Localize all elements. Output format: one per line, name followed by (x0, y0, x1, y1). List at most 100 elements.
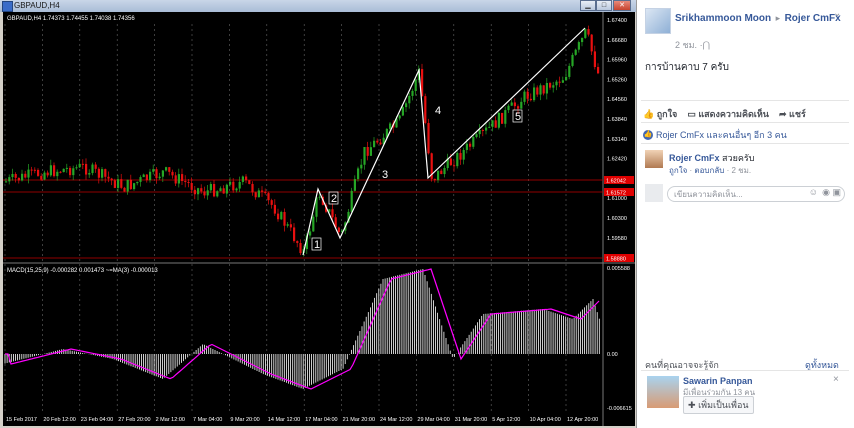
time-axis-label: 9 Mar 20:00 (230, 417, 259, 423)
candle-body (312, 216, 315, 232)
post-author-link[interactable]: Srikhammoon Moon (675, 13, 772, 24)
likes-summary[interactable]: 👍 Rojer CmFx และคนอื่นๆ อีก 3 คน (643, 130, 787, 140)
chart-header: GBPAUD,H4 1.74373 1.74455 1.74038 1.7435… (7, 16, 135, 22)
mutual-friends[interactable]: มีเพื่อนร่วมกัน 13 คน (683, 388, 756, 397)
candle-body (421, 69, 424, 97)
candle-body (129, 179, 132, 190)
candle-body (21, 173, 24, 181)
comment-time[interactable]: 2 ชม. (731, 166, 752, 175)
candle-body (437, 170, 440, 181)
wave-lines (302, 27, 586, 256)
close-button[interactable]: ✕ (613, 0, 631, 11)
candle-body (401, 107, 404, 116)
wave-labels: 1 2 3 4 5 (311, 105, 523, 251)
candle-body (571, 54, 574, 66)
price-axis-label: 1.62420 (607, 157, 627, 163)
candle-body (222, 188, 225, 194)
price-axis-label: 1.63140 (607, 137, 627, 143)
candle-body (414, 80, 417, 91)
candle-body (443, 168, 446, 175)
like-button[interactable]: 👍 ถูกใจ (643, 109, 678, 119)
sticker-icon[interactable]: ▣ (832, 187, 841, 197)
comment-author[interactable]: Rojer CmFx (669, 153, 720, 163)
candle-body (373, 140, 376, 148)
candle-body (507, 105, 510, 111)
candle-body (241, 176, 244, 182)
candle-body (277, 213, 280, 220)
window-title: GBPAUD,H4 (14, 1, 60, 10)
macd-label: MACD(15,25,9) -0.000282 0.001473 ~=MA(3)… (7, 268, 158, 274)
minimize-button[interactable]: ▁ (580, 0, 596, 11)
candle-body (133, 183, 136, 190)
macd-axis-label: 0.005588 (607, 266, 630, 272)
comment-reply-link[interactable]: ตอบกลับ (694, 166, 725, 175)
comment-avatar[interactable] (645, 150, 663, 168)
candle-body (46, 172, 49, 176)
candle-body (453, 165, 456, 167)
maximize-button[interactable]: □ (596, 0, 612, 11)
candle-body (123, 187, 126, 192)
candle-body (5, 181, 8, 183)
candle-body (395, 118, 398, 128)
like-badge-icon: 👍 (643, 130, 653, 140)
candle-body (17, 177, 20, 181)
camera-icon[interactable]: ◉ (822, 187, 830, 197)
facebook-panel: Srikhammoon Moon ▸ Rojer CmFx 2 ชม. ·⋂ ⌄… (637, 0, 854, 428)
candle-body (81, 163, 84, 165)
candle-body (520, 101, 523, 109)
time-axis-label: 27 Feb 20:00 (118, 417, 150, 423)
see-all-link[interactable]: ดูทั้งหมด (805, 360, 839, 370)
time-axis-label: 5 Apr 12:00 (492, 417, 520, 423)
candle-body (101, 169, 104, 178)
wave-label-2: 2 (331, 193, 337, 205)
wave-label-box (512, 109, 523, 123)
candle-body (555, 81, 558, 86)
comment-input[interactable]: เขียนความคิดเห็น... ☺ ◉ ▣ (667, 186, 845, 202)
candle-body (469, 143, 472, 147)
author-avatar[interactable] (645, 8, 671, 34)
candle-body (376, 140, 379, 143)
price-chart[interactable]: 1 2 3 4 5 1.67400 1.66680 1.65960 1.65260 1.6456… (3, 12, 635, 426)
candle-body (264, 191, 267, 194)
candle-body (491, 120, 494, 127)
suggested-person-name[interactable]: Sawarin Panpan (683, 376, 753, 386)
post-options-icon[interactable]: ⌄ (833, 8, 842, 19)
post-time[interactable]: 2 ชม. (675, 40, 698, 50)
candle-body (97, 168, 100, 178)
wave-label-3: 3 (382, 169, 388, 181)
candle-body (235, 188, 238, 191)
candle-body (72, 168, 75, 176)
candle-body (536, 87, 539, 95)
time-axis-label: 7 Mar 04:00 (193, 417, 222, 423)
candle-body (161, 170, 164, 177)
candle-body (289, 224, 292, 228)
dismiss-suggestion-button[interactable]: × (833, 374, 839, 385)
suggested-person-avatar[interactable] (647, 376, 679, 408)
candle-body (337, 227, 340, 232)
post-target-link[interactable]: Rojer CmFx (784, 13, 841, 24)
candle-body (232, 181, 235, 191)
candle-body (78, 163, 81, 168)
wave-label-5: 5 (515, 111, 521, 123)
candle-body (542, 85, 545, 94)
candle-body (40, 175, 43, 180)
candle-body (427, 122, 430, 154)
candle-body (366, 146, 369, 156)
emoji-icon[interactable]: ☺ (808, 187, 818, 197)
wave-label-box (328, 191, 339, 205)
window-titlebar[interactable]: GBPAUD,H4 ▁ □ ✕ (0, 0, 636, 12)
add-friend-button[interactable]: ✚ เพิ่มเป็นเพื่อน (683, 396, 754, 414)
candle-body (379, 142, 382, 145)
share-button[interactable]: ➦ แชร์ (778, 109, 806, 119)
candle-body (357, 168, 360, 180)
candle-body (107, 176, 110, 179)
candle-body (517, 106, 520, 109)
comment-button[interactable]: ▭ แสดงความคิดเห็น (687, 109, 769, 119)
comment-like-link[interactable]: ถูกใจ (669, 166, 688, 175)
candle-body (590, 34, 593, 52)
candle-body (174, 175, 177, 184)
candle-body (158, 176, 161, 179)
candle-body (350, 190, 353, 212)
arrow-icon: ▸ (775, 13, 781, 23)
candle-body (261, 190, 264, 192)
